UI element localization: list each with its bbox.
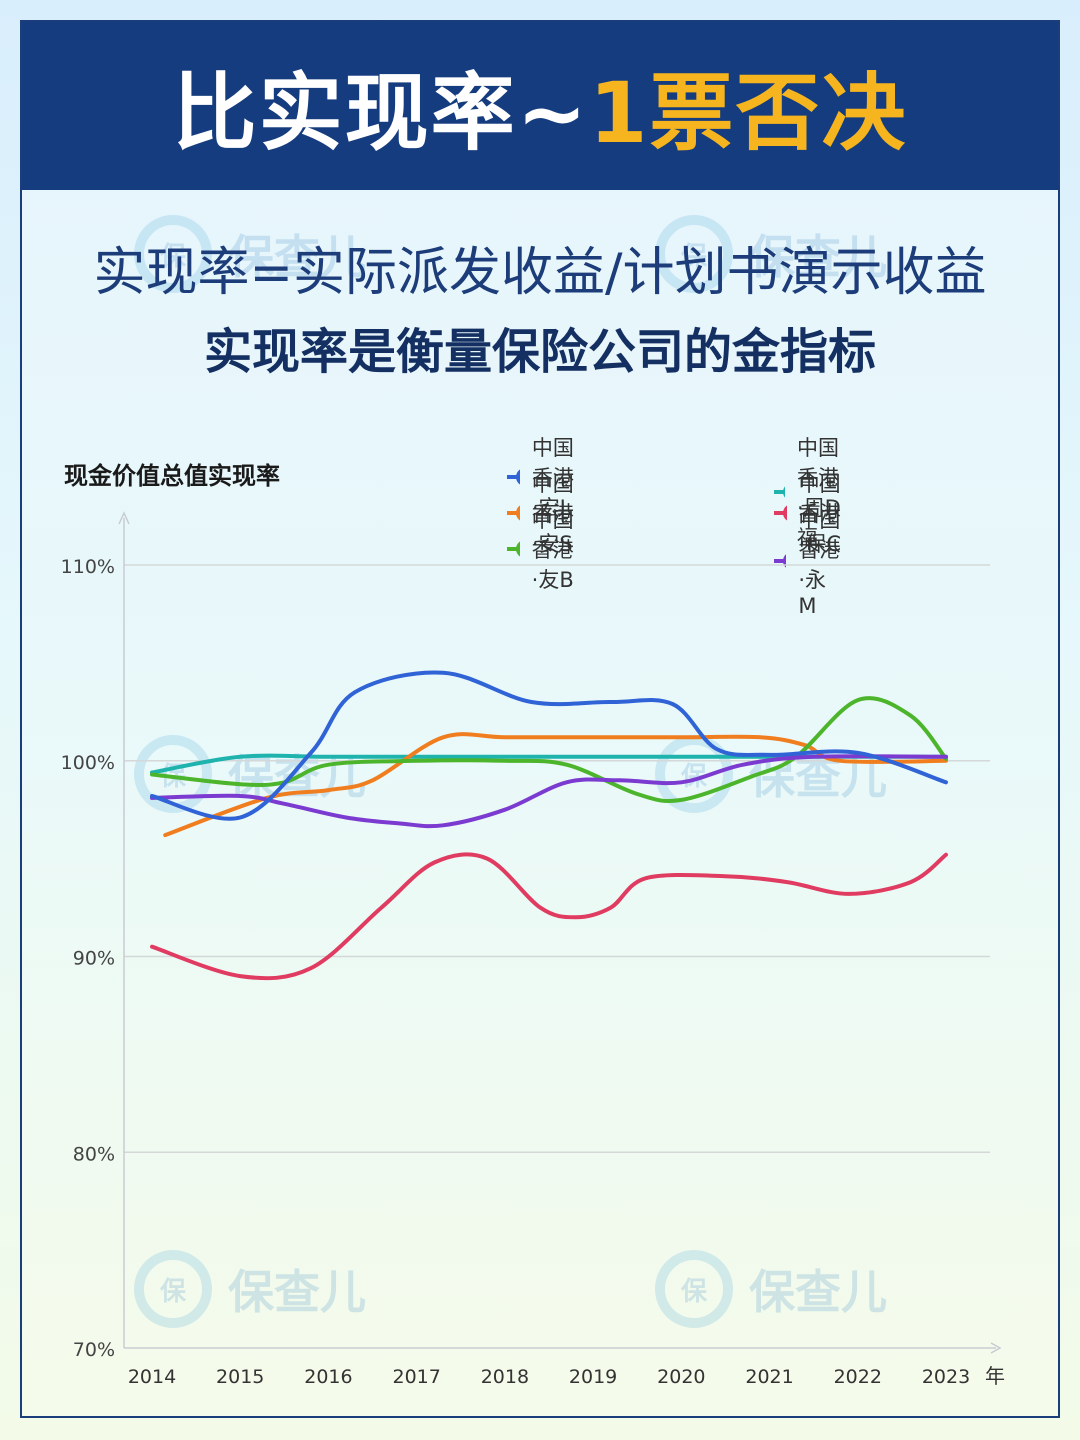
y-tick-label: 70% — [73, 1339, 115, 1361]
series-line — [152, 756, 946, 826]
x-tick-label: 2015 — [216, 1366, 264, 1388]
x-tick-label: 2018 — [481, 1366, 529, 1388]
x-tick-label: 2014 — [128, 1366, 176, 1388]
x-tick-label: 2020 — [657, 1366, 705, 1388]
series-line — [152, 854, 946, 978]
x-tick-label: 2023 — [922, 1366, 970, 1388]
y-tick-label: 100% — [61, 752, 115, 774]
x-tick-label: 2019 — [569, 1366, 617, 1388]
x-tick-label: 2021 — [745, 1366, 793, 1388]
x-tick-label: 2017 — [392, 1366, 440, 1388]
line-chart: 70% 80% 90% 100% 110% 2014 2015 2016 2017 2018 201… — [0, 0, 1080, 1440]
x-unit-label: 年 — [985, 1364, 1005, 1388]
y-tick-label: 80% — [73, 1143, 115, 1165]
series-line — [152, 672, 946, 818]
x-tick-label: 2022 — [834, 1366, 882, 1388]
x-tick-label: 2016 — [304, 1366, 352, 1388]
y-tick-label: 90% — [73, 948, 115, 970]
y-tick-label: 110% — [61, 556, 115, 578]
series-line — [152, 698, 946, 801]
